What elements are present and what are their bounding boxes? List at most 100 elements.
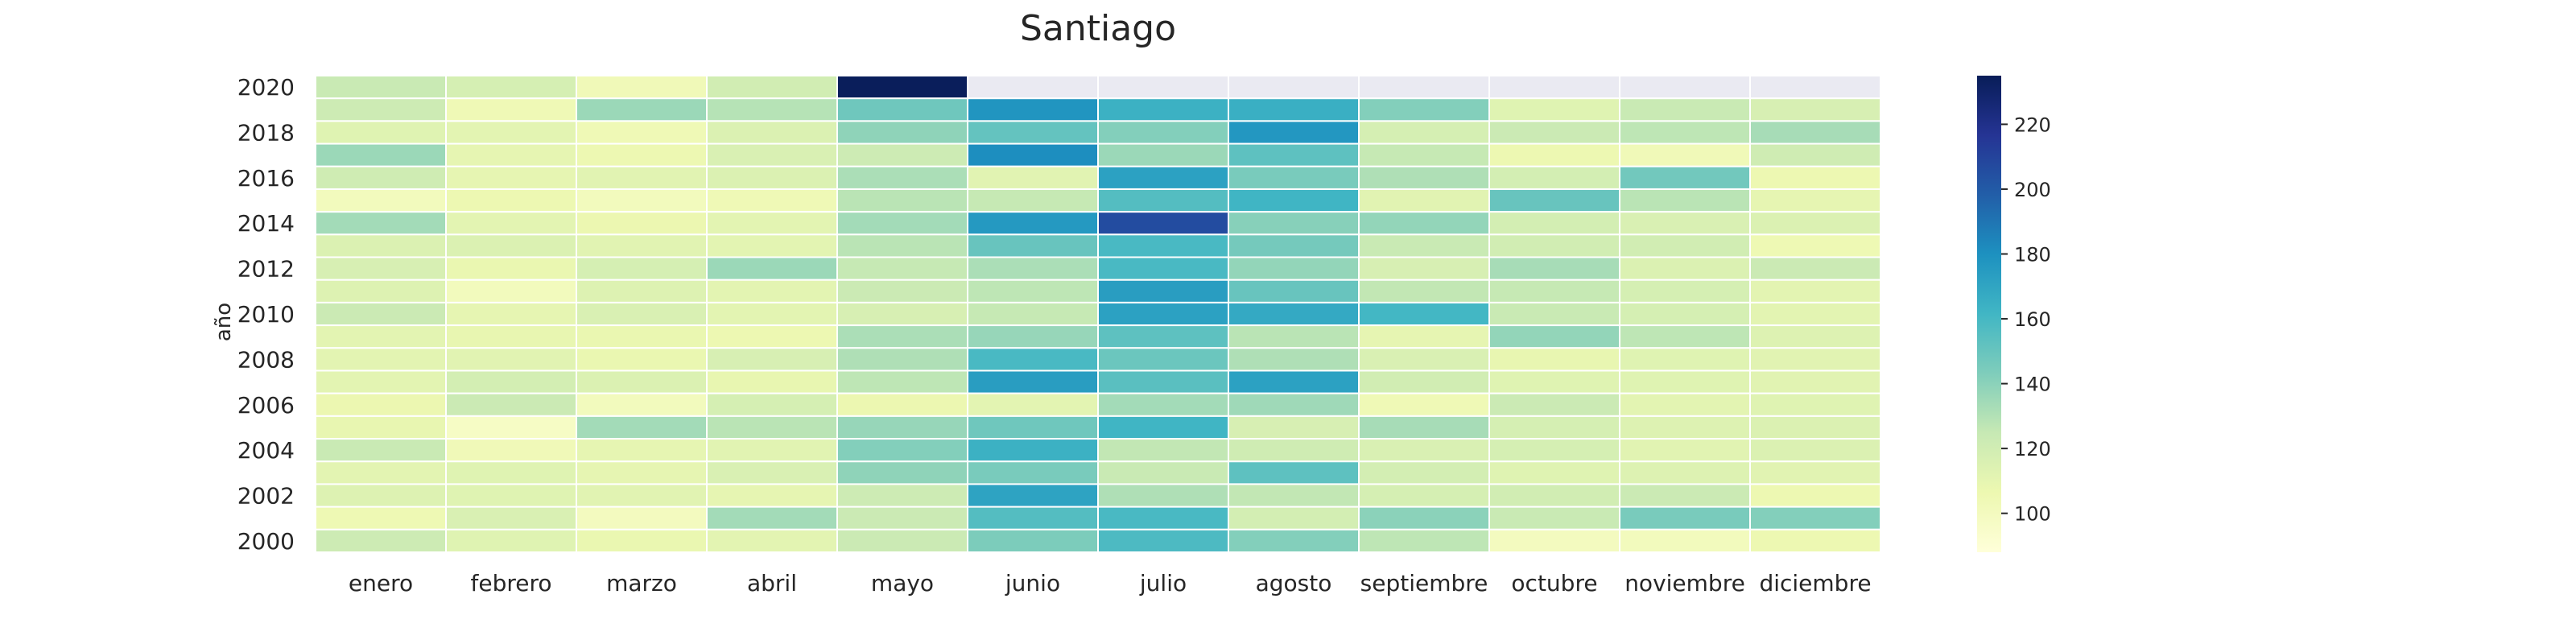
heatmap-cell [706,324,838,349]
heatmap-cell [445,528,577,553]
heatmap-cell [1358,97,1490,122]
heatmap-cell [706,460,838,485]
heatmap-cell [576,211,708,236]
heatmap-cell [836,233,968,258]
heatmap-cell [315,301,447,327]
heatmap-cell [1749,279,1881,303]
heatmap-cell [445,415,577,440]
heatmap-cell [576,142,708,167]
heatmap-cell [1488,369,1620,394]
heatmap-cell [1097,142,1229,167]
colorbar-ticks: 100 120 140 160 180 200 220 [2001,114,2051,526]
heatmap-cell [967,528,1099,553]
heatmap-cell [706,415,838,440]
y-tick-label: 2010 [237,301,295,328]
heatmap-cell [445,506,577,530]
heatmap-cell [576,301,708,327]
heatmap-cell [836,188,968,213]
heatmap-cell [836,506,968,530]
heatmap-cell [445,165,577,190]
heatmap-cell [1097,211,1229,236]
x-tick-label: octubre [1511,570,1597,597]
heatmap-cell [1619,347,1751,372]
heatmap-cell [445,233,577,258]
heatmap-cell [967,188,1099,213]
heatmap-cell [1488,120,1620,145]
heatmap-cell [315,483,447,508]
heatmap-cell [1097,120,1229,145]
heatmap-cell [315,347,447,372]
colorbar [1977,76,2001,552]
heatmap-cell [445,188,577,213]
heatmap-cell [1097,460,1229,485]
heatmap-cell [1619,460,1751,485]
heatmap-cell [1358,506,1490,530]
heatmap-cell [1749,256,1881,281]
heatmap-cell [1358,256,1490,281]
heatmap-cell [1228,369,1360,394]
heatmap-cell [1097,506,1229,530]
heatmap-cell [967,256,1099,281]
heatmap-cell [576,279,708,303]
heatmap-cell [1488,188,1620,213]
heatmap-cell [967,97,1099,122]
heatmap-cell [315,120,447,145]
heatmap-cell [1228,75,1360,100]
heatmap-cell [706,438,838,463]
heatmap-cell [1619,233,1751,258]
heatmap-cell [1228,233,1360,258]
heatmap-cell [1749,347,1881,372]
heatmap-cell [1358,324,1490,349]
heatmap-cell [315,211,447,236]
heatmap-cell [1749,97,1881,122]
heatmap-cell [836,120,968,145]
heatmap-cell [1619,392,1751,417]
heatmap-cell [576,347,708,372]
heatmap-cell [836,301,968,327]
heatmap-cell [836,460,968,485]
heatmap-cell [706,392,838,417]
heatmap-cell [315,324,447,349]
heatmap-cell [1749,142,1881,167]
heatmap-cell [1619,188,1751,213]
heatmap-cell [445,460,577,485]
y-tick-label: 2002 [237,483,295,510]
heatmap-cell [967,369,1099,394]
heatmap-cell [836,97,968,122]
heatmap-cell [315,188,447,213]
heatmap-cell [1097,347,1229,372]
heatmap-cell [1749,301,1881,327]
heatmap-cell [1228,165,1360,190]
heatmap-cell [1488,142,1620,167]
heatmap-cell [967,120,1099,145]
heatmap-cell [1097,438,1229,463]
y-tick-label: 2012 [237,256,295,283]
heatmap-cell [1097,165,1229,190]
heatmap-cell [576,369,708,394]
x-tick-label: junio [1005,570,1060,597]
heatmap-cell [1097,528,1229,553]
heatmap-cell [967,506,1099,530]
heatmap-cell [445,75,577,100]
x-tick-label: marzo [606,570,677,597]
heatmap-cell [315,460,447,485]
heatmap-cell [1097,415,1229,440]
heatmap-cell [445,347,577,372]
heatmap-cell [967,438,1099,463]
heatmap-cell [1358,528,1490,553]
heatmap-cell [836,438,968,463]
y-axis-ticks: 2020 2018 2016 2014 2012 2010 2008 2006 2004 2002… [237,74,295,555]
colorbar-tick-label: 220 [2014,114,2051,136]
heatmap-cell [706,528,838,553]
heatmap-cell [967,392,1099,417]
colorbar-tick-label: 160 [2014,308,2051,331]
heatmap-cell [1097,279,1229,303]
x-tick-label: noviembre [1624,570,1745,597]
heatmap-cell [445,301,577,327]
heatmap-cell [1488,75,1620,100]
heatmap-cell [706,188,838,213]
heatmap-cell [1228,142,1360,167]
heatmap-cell [576,415,708,440]
heatmap-cell [1358,347,1490,372]
heatmap-cell [445,483,577,508]
